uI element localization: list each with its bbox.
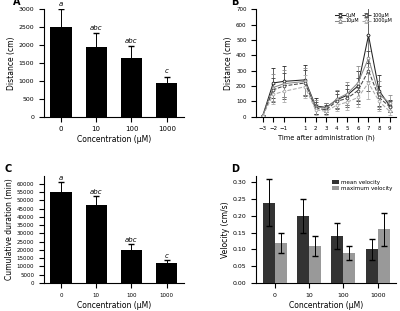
Y-axis label: Distance (cm): Distance (cm) [7,36,16,90]
Text: c: c [165,253,169,259]
Legend: mean velocity, maximum velocity: mean velocity, maximum velocity [331,179,393,192]
Bar [86,205,107,283]
Text: abc: abc [90,25,102,31]
Text: D: D [231,164,239,174]
Bar [263,202,275,283]
Legend: 0μM, 10μM, 100μM, 1000μM: 0μM, 10μM, 100μM, 1000μM [334,12,394,25]
Text: a: a [59,175,63,181]
X-axis label: Concentration (μM): Concentration (μM) [77,135,151,144]
Text: A: A [13,0,21,7]
Bar [86,47,107,117]
Bar [343,253,355,283]
Text: C: C [5,164,12,174]
Bar [331,236,343,283]
Bar [275,243,287,283]
Bar [378,229,390,283]
Bar [366,249,378,283]
Text: abc: abc [90,189,102,195]
Text: B: B [231,0,238,7]
Text: a: a [59,1,63,7]
Bar [50,192,72,283]
Text: abc: abc [125,237,138,243]
Text: abc: abc [125,38,138,44]
Bar [156,83,177,117]
Text: c: c [165,68,169,74]
Y-axis label: Velocity (cm/s): Velocity (cm/s) [221,201,230,258]
Bar [121,58,142,117]
Bar [121,250,142,283]
Y-axis label: Cumulative duration (min): Cumulative duration (min) [5,179,14,280]
Bar [156,263,177,283]
Bar [309,246,321,283]
X-axis label: Concentration (μM): Concentration (μM) [77,300,151,309]
X-axis label: Time after administration (h): Time after administration (h) [278,134,374,141]
Bar [50,27,72,117]
X-axis label: Concentration (μM): Concentration (μM) [289,300,363,309]
Bar [297,216,309,283]
Y-axis label: Distance (cm): Distance (cm) [224,36,233,90]
